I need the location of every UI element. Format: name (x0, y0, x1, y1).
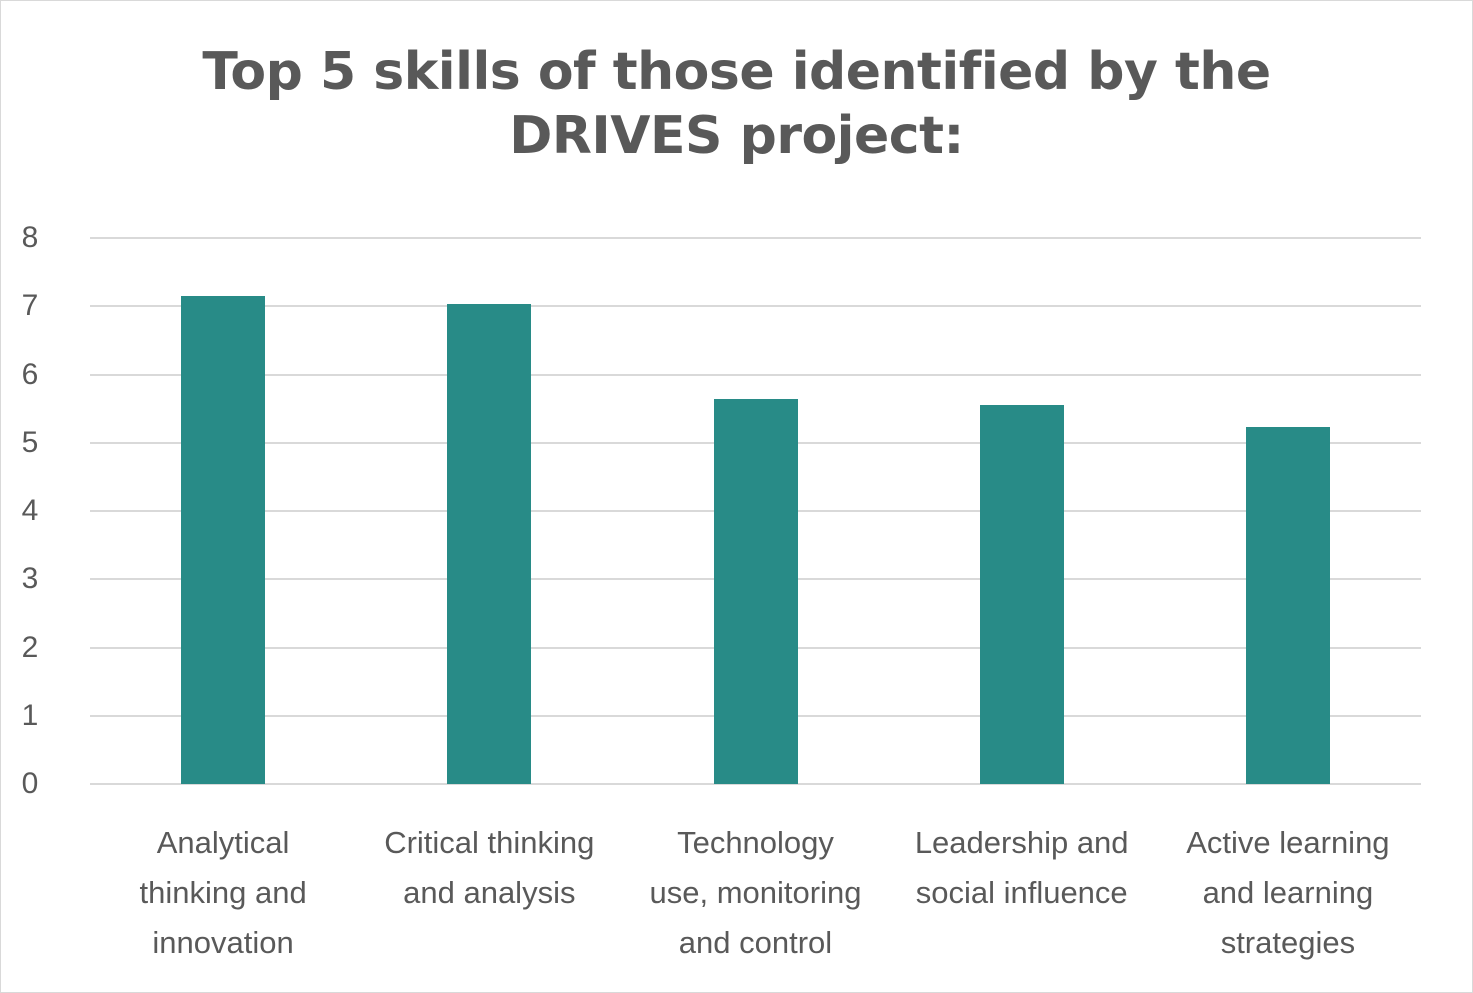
y-tick-label: 1 (21, 698, 39, 732)
bar (1245, 427, 1330, 784)
x-tick-label: Active learning and learning strategies (1186, 825, 1390, 960)
bar (447, 304, 532, 784)
chart-title-line-2: DRIVES project: (509, 106, 964, 166)
bar (181, 296, 266, 784)
y-tick-label: 5 (21, 425, 39, 459)
y-tick-label: 8 (21, 221, 39, 254)
gridline (90, 305, 1421, 308)
plot-area (90, 237, 1421, 785)
gridline (90, 373, 1421, 376)
y-tick-label: 4 (21, 494, 39, 527)
y-tick-label: 0 (21, 767, 39, 800)
x-tick-label: Leadership and social influence (914, 825, 1129, 910)
bar (979, 405, 1064, 784)
y-tick-label: 7 (21, 289, 39, 323)
x-tick-label: Technology use, monitoring and control (649, 825, 862, 960)
chart-title: Top 5 skills of those identified by the … (0, 40, 1473, 168)
x-tick-label: Critical thinking and analysis (384, 825, 595, 910)
bar (713, 399, 798, 784)
gridline (90, 783, 1421, 785)
y-tick-label: 6 (21, 357, 39, 391)
gridline (90, 237, 1421, 239)
x-tick-label: Analytical thinking and innovation (139, 825, 307, 960)
y-tick-label: 3 (21, 562, 39, 596)
chart-title-line-1: Top 5 skills of those identified by the (202, 42, 1271, 102)
y-tick-label: 2 (21, 630, 39, 664)
